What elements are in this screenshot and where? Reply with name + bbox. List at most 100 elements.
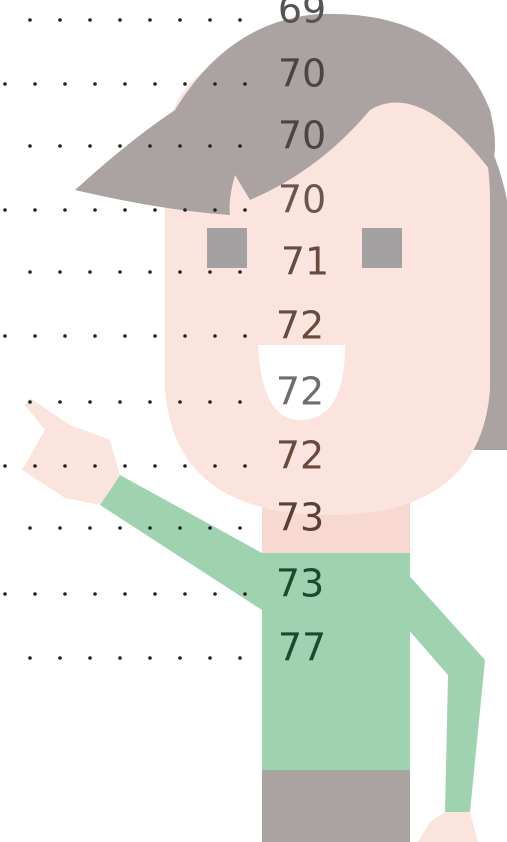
leader-dot xyxy=(63,82,67,86)
leader-dot xyxy=(88,144,92,148)
leader-dot xyxy=(153,208,157,212)
leader-dot xyxy=(123,592,127,596)
leader-dot xyxy=(148,144,152,148)
number: 70 xyxy=(278,114,326,158)
leader-dot xyxy=(58,18,62,22)
leader-dot xyxy=(208,18,212,22)
leader-dot xyxy=(238,400,242,404)
leader-dot xyxy=(213,464,217,468)
page: 69 70 70 70 71 72 72 72 73 73 77 (() => … xyxy=(0,0,507,842)
leader-dot xyxy=(178,400,182,404)
leader-dot xyxy=(63,208,67,212)
leader-dot xyxy=(183,208,187,212)
leader-dot xyxy=(88,656,92,660)
leader-dot xyxy=(63,334,67,338)
leader-dot xyxy=(153,464,157,468)
leader-dot xyxy=(28,18,32,22)
leader-dot xyxy=(123,464,127,468)
leader-dot xyxy=(178,270,182,274)
leader-dot xyxy=(58,144,62,148)
leader-dot xyxy=(28,656,32,660)
number: 72 xyxy=(276,304,324,348)
leader-dot xyxy=(58,400,62,404)
illustration: 69 70 70 70 71 72 72 72 73 73 77 xyxy=(0,0,507,842)
leader-dot xyxy=(208,270,212,274)
leader-dot xyxy=(118,400,122,404)
leader-dot xyxy=(123,334,127,338)
leader-dot xyxy=(178,526,182,530)
leader-dot xyxy=(213,592,217,596)
leader-dot xyxy=(58,656,62,660)
number: 69 xyxy=(278,0,326,32)
leader-dot xyxy=(243,208,247,212)
leader-dot xyxy=(238,270,242,274)
leader-dot xyxy=(238,656,242,660)
leader-dot xyxy=(3,208,7,212)
leader-dot xyxy=(123,82,127,86)
leader-dot xyxy=(33,592,37,596)
leader-dot xyxy=(153,592,157,596)
leader-dot xyxy=(213,208,217,212)
leader-dot xyxy=(118,270,122,274)
leader-dot xyxy=(213,334,217,338)
leader-dot xyxy=(178,18,182,22)
leader-dot xyxy=(93,82,97,86)
leader-dot xyxy=(243,82,247,86)
leader-dot xyxy=(93,464,97,468)
leader-dot xyxy=(183,82,187,86)
leader-dot xyxy=(183,334,187,338)
leader-dot xyxy=(183,464,187,468)
leader-dot xyxy=(88,18,92,22)
leader-dot xyxy=(33,334,37,338)
leader-dot xyxy=(33,464,37,468)
number: 72 xyxy=(276,434,324,478)
leader-dot xyxy=(153,82,157,86)
leader-dot xyxy=(3,334,7,338)
leader-dot xyxy=(148,18,152,22)
leader-dot xyxy=(148,270,152,274)
number: 70 xyxy=(278,52,326,96)
leader-dot xyxy=(238,144,242,148)
leader-dot xyxy=(3,592,7,596)
leader-dot xyxy=(208,144,212,148)
pants xyxy=(262,770,410,842)
leader-dot xyxy=(58,526,62,530)
leader-dot xyxy=(148,400,152,404)
leader-dot xyxy=(63,464,67,468)
leader-dot xyxy=(123,208,127,212)
leader-dot xyxy=(208,526,212,530)
leader-dot xyxy=(58,270,62,274)
leader-dot xyxy=(208,656,212,660)
leader-dot xyxy=(28,144,32,148)
leader-dot xyxy=(148,526,152,530)
leader-dot xyxy=(118,18,122,22)
leader-dot xyxy=(88,400,92,404)
number: 71 xyxy=(281,240,329,284)
leader-dot xyxy=(33,208,37,212)
leader-dot xyxy=(183,592,187,596)
leader-dot xyxy=(238,526,242,530)
eye xyxy=(362,228,402,268)
leader-dot xyxy=(118,526,122,530)
leader-dot xyxy=(28,526,32,530)
leader-dot xyxy=(3,464,7,468)
leader-dot xyxy=(33,82,37,86)
leader-dot xyxy=(63,592,67,596)
leader-dot xyxy=(148,656,152,660)
leader-dot xyxy=(243,464,247,468)
leader-dot xyxy=(178,144,182,148)
leader-dot xyxy=(118,656,122,660)
leader-dot xyxy=(208,400,212,404)
leader-dot xyxy=(28,400,32,404)
leader-dot xyxy=(238,18,242,22)
leader-dot xyxy=(88,270,92,274)
leader-dot xyxy=(93,592,97,596)
leader-dot xyxy=(118,144,122,148)
number: 77 xyxy=(278,626,326,670)
leader-dot xyxy=(243,592,247,596)
leader-dot xyxy=(93,208,97,212)
number: 73 xyxy=(276,562,324,606)
number: 72 xyxy=(276,370,324,414)
number: 70 xyxy=(278,178,326,222)
left-hand xyxy=(22,398,120,505)
